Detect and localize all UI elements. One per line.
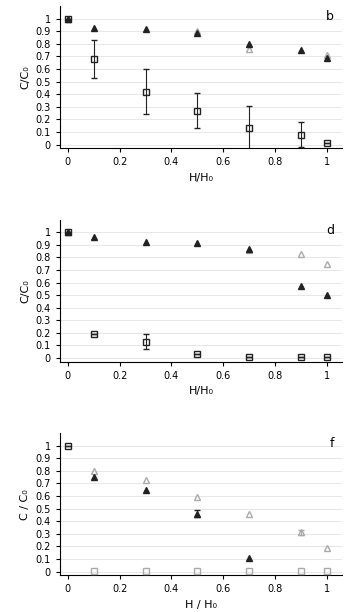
X-axis label: H/H₀: H/H₀ xyxy=(189,173,214,183)
Text: f: f xyxy=(329,437,334,450)
X-axis label: H / H₀: H / H₀ xyxy=(185,600,217,610)
Y-axis label: C/C₀: C/C₀ xyxy=(20,279,30,302)
Y-axis label: C/C₀: C/C₀ xyxy=(20,65,30,89)
Text: b: b xyxy=(326,10,334,23)
X-axis label: H/H₀: H/H₀ xyxy=(189,386,214,397)
Text: d: d xyxy=(326,224,334,237)
Y-axis label: C / C₀: C / C₀ xyxy=(20,489,30,520)
